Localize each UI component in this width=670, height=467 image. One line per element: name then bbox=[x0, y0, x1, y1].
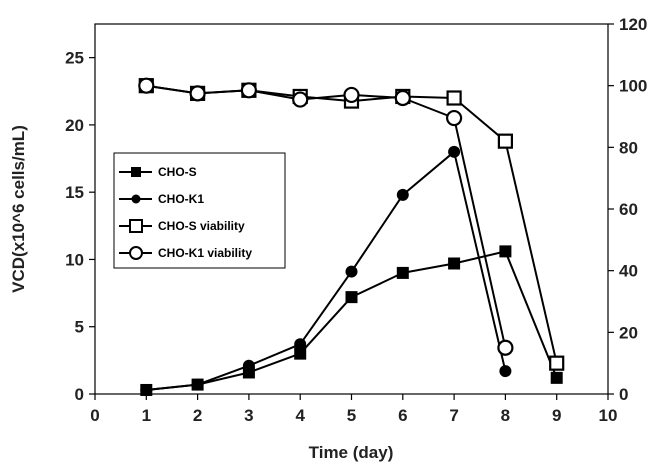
y2-tick-label: 80 bbox=[619, 138, 638, 157]
y2-tick-label: 120 bbox=[619, 15, 647, 34]
series-layer bbox=[138, 77, 565, 396]
y2-tick-label: 0 bbox=[619, 385, 628, 404]
y-tick-label: 0 bbox=[75, 385, 84, 404]
data-point-cho-s-viability bbox=[549, 355, 565, 371]
data-point-cho-k1-viability bbox=[138, 77, 155, 94]
legend-marker-circle-filled bbox=[131, 194, 141, 204]
y2-tick-label: 40 bbox=[619, 262, 638, 281]
data-point-cho-k1 bbox=[242, 359, 255, 372]
data-point-cho-k1 bbox=[140, 383, 153, 396]
data-point-cho-k1-viability bbox=[189, 85, 206, 102]
series-line-cho-k1 bbox=[146, 150, 507, 391]
y-tick-label: 20 bbox=[65, 116, 84, 135]
x-tick-label: 10 bbox=[599, 406, 618, 425]
x-tick-label: 6 bbox=[398, 406, 407, 425]
x-tick-label: 0 bbox=[90, 406, 99, 425]
x-tick-label: 3 bbox=[244, 406, 253, 425]
legend-label-cho-s: CHO-S bbox=[158, 165, 197, 179]
legend-label-cho-k1-viability: CHO-K1 viability bbox=[158, 246, 252, 260]
series-line-cho-k1-viability bbox=[146, 84, 507, 349]
x-tick-label: 2 bbox=[193, 406, 202, 425]
data-point-cho-s bbox=[294, 347, 307, 360]
y2-tick-label: 100 bbox=[619, 77, 647, 96]
data-point-cho-k1-viability bbox=[292, 91, 309, 108]
x-tick-label: 4 bbox=[295, 406, 305, 425]
data-point-cho-k1-viability bbox=[240, 82, 257, 99]
x-tick-label: 9 bbox=[552, 406, 561, 425]
y-axis-title: VCD(x10^6 cells/mL) bbox=[9, 125, 28, 293]
data-point-cho-s-viability bbox=[446, 90, 462, 106]
x-axis-title: Time (day) bbox=[309, 443, 394, 462]
y2-tick-label: 20 bbox=[619, 323, 638, 342]
legend-item-cho-s-viability: CHO-S viability bbox=[119, 219, 245, 233]
data-point-cho-s bbox=[396, 266, 409, 279]
legend-item-cho-k1-viability: CHO-K1 viability bbox=[119, 246, 252, 260]
x-tick-label: 1 bbox=[142, 406, 151, 425]
legend-marker-square-filled bbox=[131, 167, 141, 177]
data-point-cho-k1-viability bbox=[394, 89, 411, 107]
legend: CHO-S CHO-K1 CHO-S viability CHO-K1 viab… bbox=[113, 152, 286, 269]
data-point-cho-k1 bbox=[191, 378, 204, 391]
data-point-cho-k1-viability bbox=[343, 86, 360, 104]
data-point-cho-k1 bbox=[499, 365, 512, 378]
data-point-cho-s-viability bbox=[497, 133, 513, 149]
legend-label-cho-k1: CHO-K1 bbox=[158, 192, 204, 206]
legend-marker-circle-open bbox=[129, 246, 143, 260]
x-tick-label: 7 bbox=[449, 406, 458, 425]
data-point-cho-s bbox=[550, 371, 563, 384]
legend-label-cho-s-viability: CHO-S viability bbox=[158, 219, 245, 233]
data-point-cho-k1 bbox=[345, 265, 358, 278]
data-point-cho-s bbox=[345, 291, 358, 304]
y-tick-label: 10 bbox=[65, 250, 84, 269]
data-point-cho-k1 bbox=[448, 145, 461, 158]
x-tick-label: 5 bbox=[347, 406, 356, 425]
data-point-cho-k1 bbox=[294, 338, 307, 351]
legend-item-cho-s: CHO-S bbox=[119, 165, 197, 179]
y-tick-label: 5 bbox=[75, 318, 84, 337]
data-point-cho-k1-viability bbox=[446, 109, 463, 127]
y2-tick-label: 60 bbox=[619, 200, 638, 219]
y-tick-label: 15 bbox=[65, 183, 84, 202]
data-point-cho-s bbox=[448, 257, 461, 270]
y-tick-label: 25 bbox=[65, 49, 84, 68]
legend-marker-square-open bbox=[129, 219, 143, 233]
data-point-cho-s bbox=[499, 245, 512, 258]
data-point-cho-k1 bbox=[396, 188, 409, 201]
data-point-cho-k1-viability bbox=[497, 339, 514, 356]
legend-item-cho-k1: CHO-K1 bbox=[119, 192, 204, 206]
x-tick-label: 8 bbox=[501, 406, 510, 425]
